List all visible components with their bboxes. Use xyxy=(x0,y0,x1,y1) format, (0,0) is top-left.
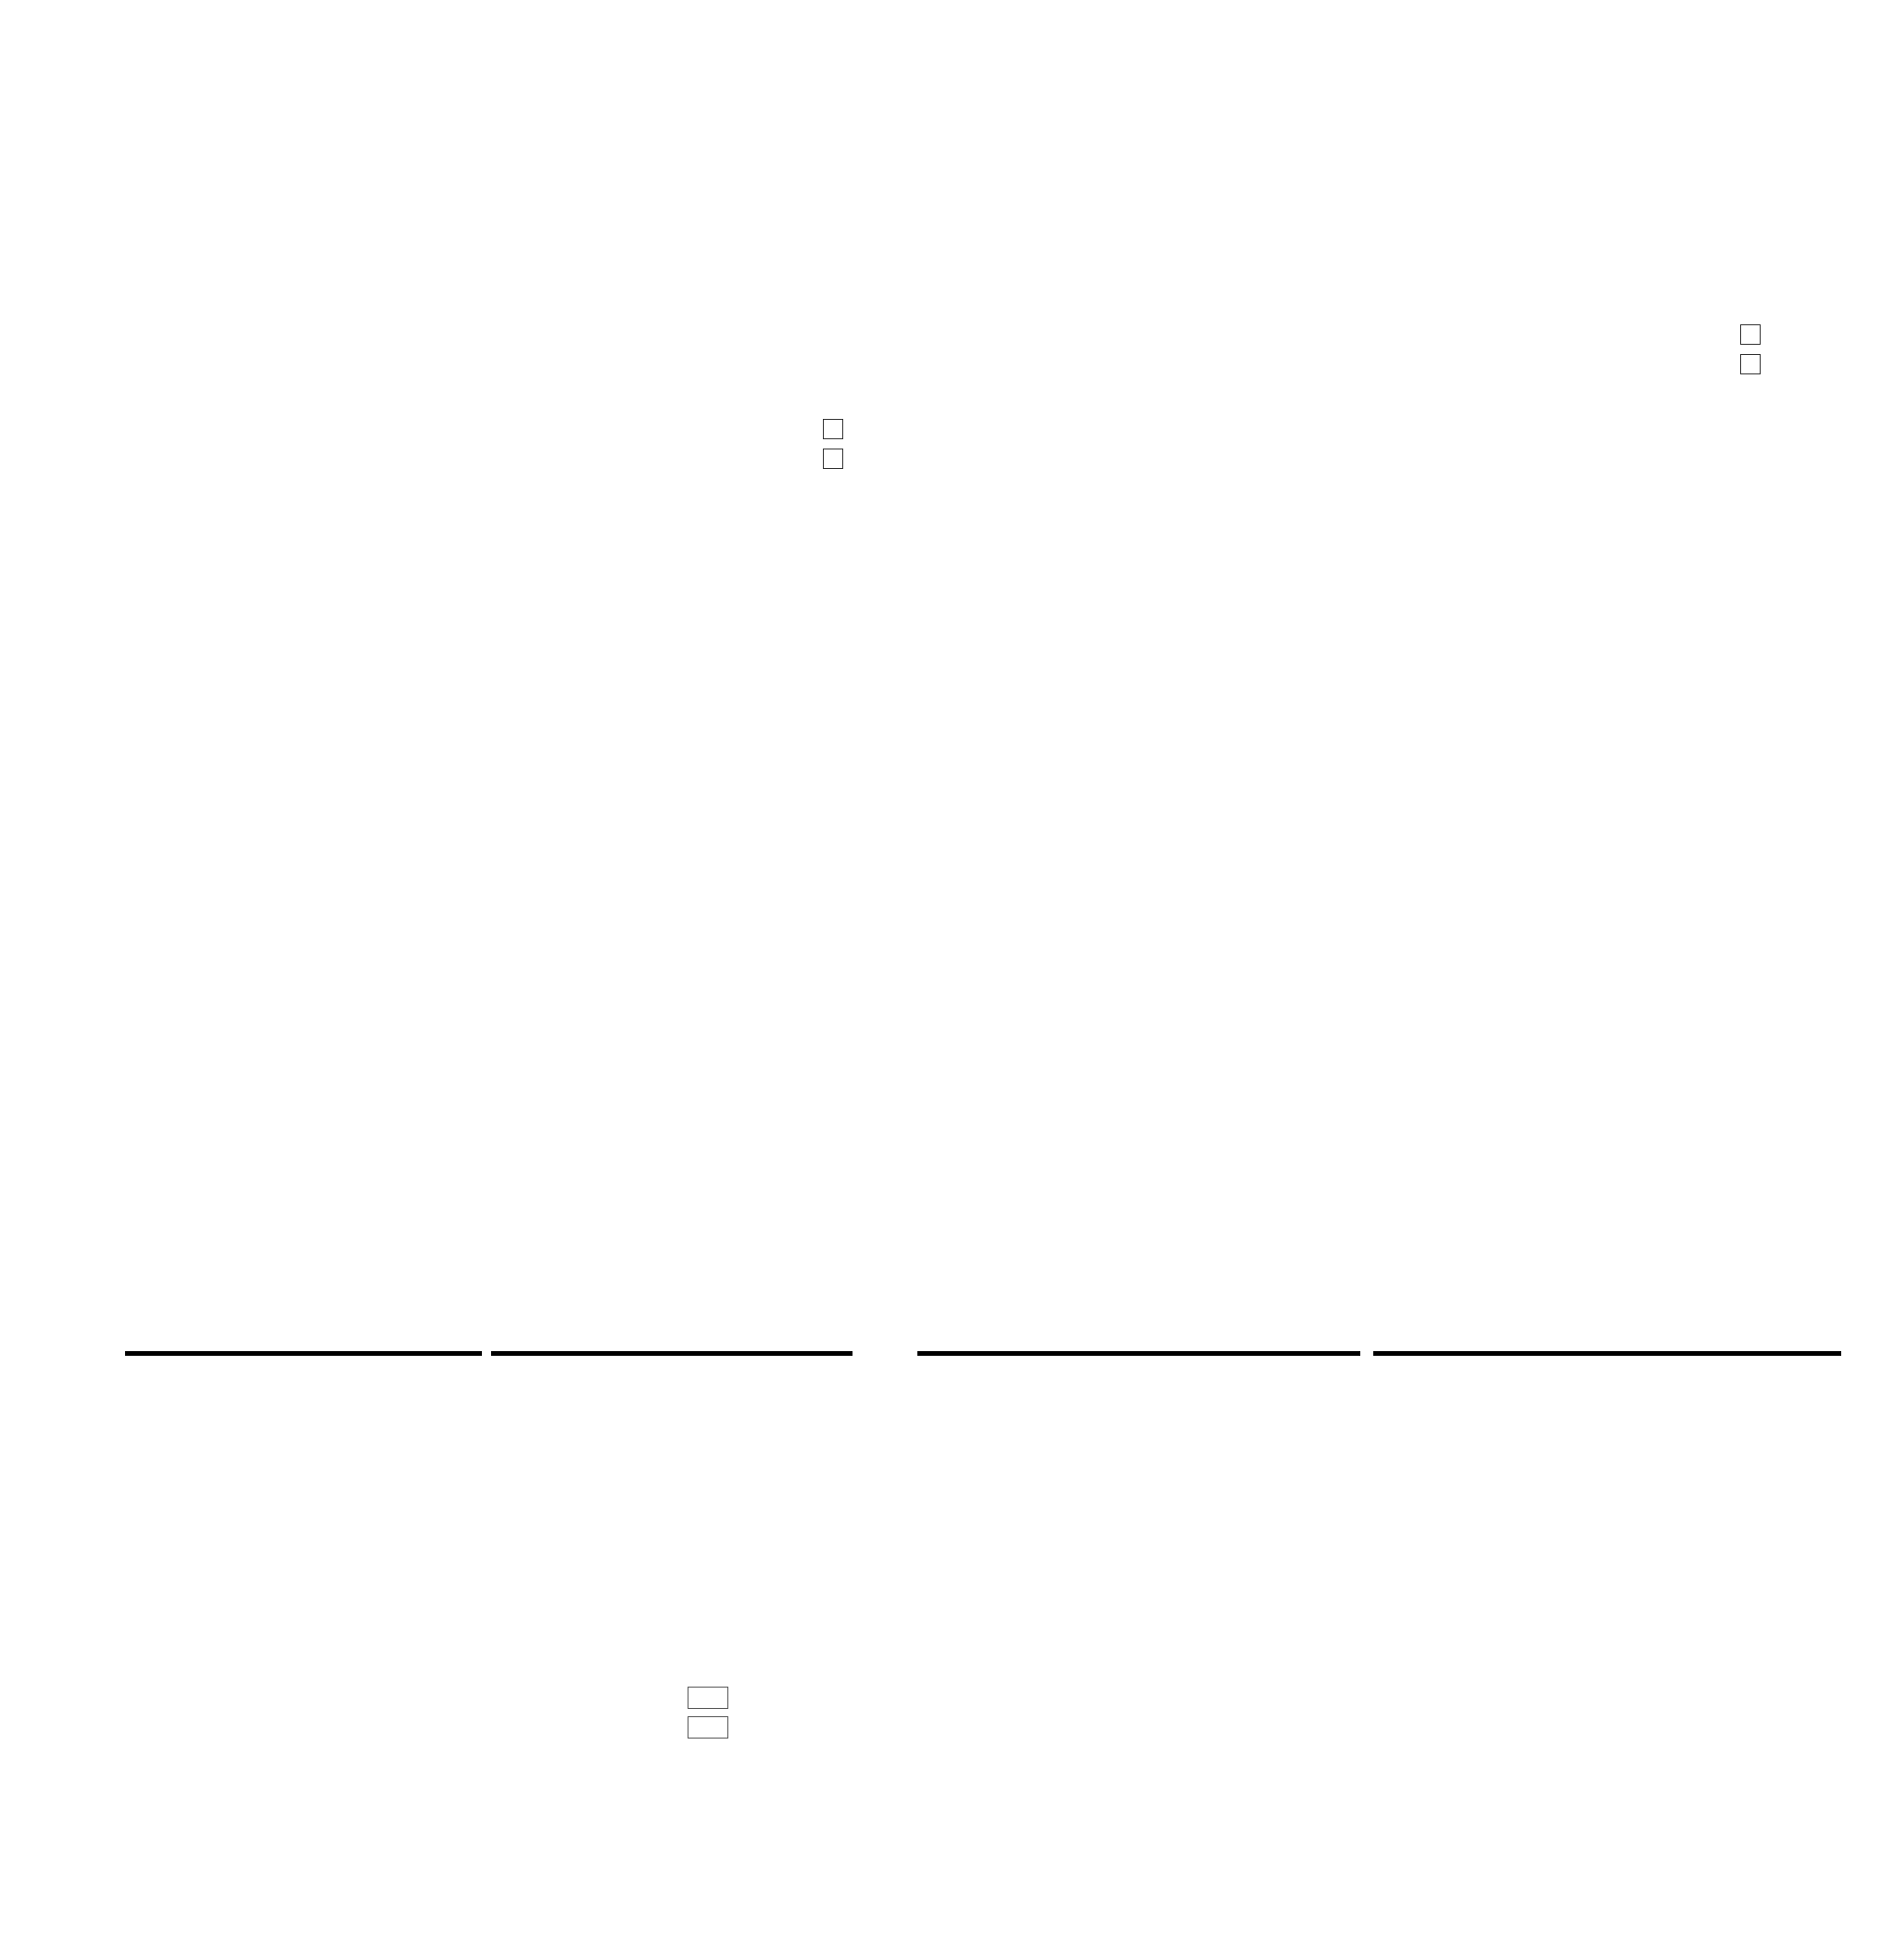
behavior-legend-il1rl1 xyxy=(1568,1019,1585,1030)
k-col1-header xyxy=(911,1392,1124,1414)
behavior-legend-wt xyxy=(1568,988,1585,998)
i-col1-header xyxy=(120,1392,287,1414)
j-legend-il1rl1 xyxy=(278,1735,296,1745)
i-col4-header xyxy=(669,1392,836,1414)
hist-legend-csds xyxy=(938,758,992,782)
hist-legend-isotype xyxy=(938,688,992,712)
csds-swatch-icon xyxy=(823,449,843,469)
csds-dot-icon xyxy=(182,69,192,79)
control-swatch-icon xyxy=(1740,324,1761,345)
tsne-legend-control xyxy=(182,48,199,58)
l-legend-il1rl1 xyxy=(688,1716,736,1739)
csds-swatch-icon xyxy=(1740,354,1761,374)
tsne-legend-csds xyxy=(182,69,199,79)
i-header-csds xyxy=(491,1349,853,1356)
l-legend-wt xyxy=(688,1687,736,1709)
control-dot-icon xyxy=(182,48,192,58)
wt-dot-icon xyxy=(1568,988,1578,998)
il1rl1-dot-icon xyxy=(278,1735,288,1745)
k-header-control xyxy=(917,1349,1360,1356)
k-col4-header xyxy=(1614,1392,1827,1414)
i-col3-header xyxy=(487,1392,654,1414)
wt-bar-swatch-icon xyxy=(688,1687,728,1709)
hist-legend-control xyxy=(938,723,992,747)
i-header-control xyxy=(125,1349,482,1356)
isotype-swatch-icon xyxy=(938,688,984,712)
violin-subset-legend-csds xyxy=(823,449,851,469)
k-col3-header xyxy=(1380,1392,1593,1414)
b-legend-control xyxy=(1740,324,1768,345)
wt-dot-icon xyxy=(278,1705,288,1715)
violin-subset-legend-control xyxy=(823,419,851,439)
control-swatch-icon xyxy=(823,419,843,439)
i-col2-header xyxy=(304,1392,471,1414)
il1rl1-bar-swatch-icon xyxy=(688,1716,728,1739)
csds-swatch-icon xyxy=(938,758,984,782)
k-stain-key xyxy=(886,1903,893,1935)
k-header-csds xyxy=(1373,1349,1841,1356)
b-legend-csds xyxy=(1740,354,1768,374)
k-col2-header xyxy=(1145,1392,1358,1414)
j-legend-wt xyxy=(278,1705,296,1715)
il1rl1-dot-icon xyxy=(1568,1019,1578,1030)
control-swatch-icon xyxy=(938,723,984,747)
